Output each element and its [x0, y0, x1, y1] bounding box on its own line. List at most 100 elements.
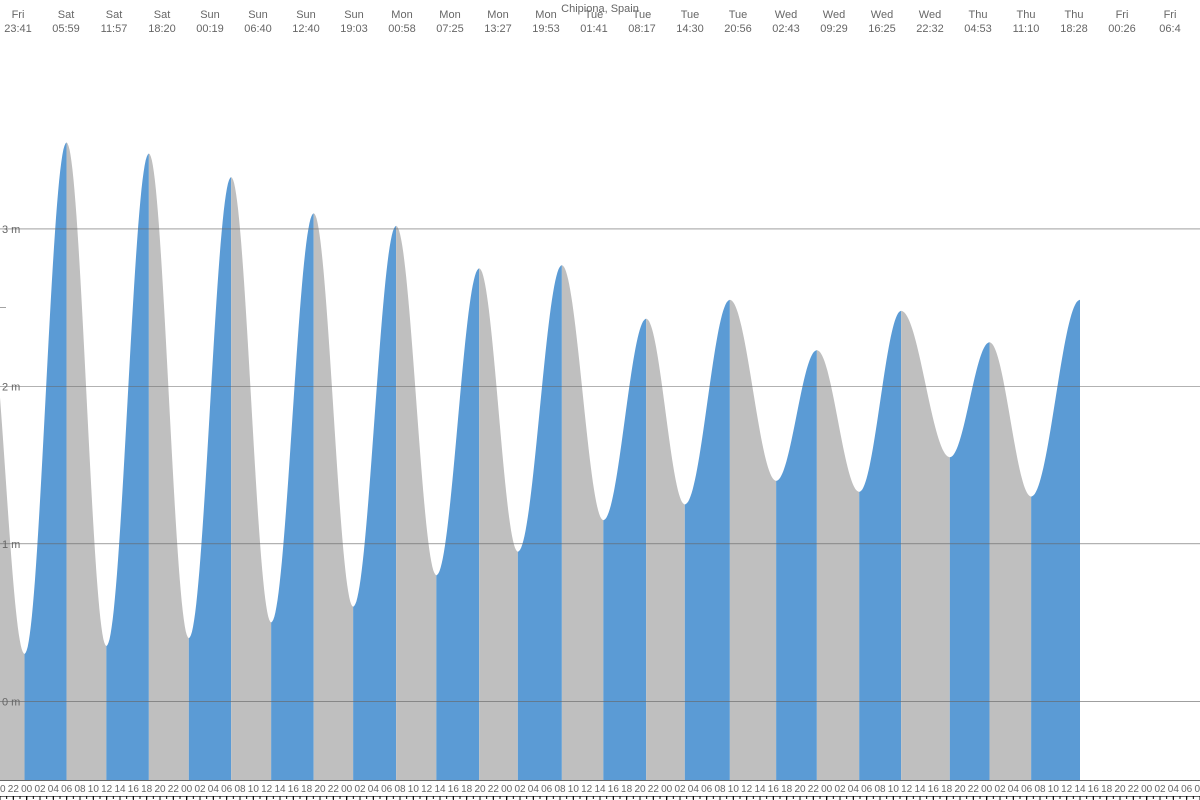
x-hour-label: 08 [874, 784, 886, 795]
x-hour-label: 20 [314, 784, 326, 795]
x-hour-label: 22 [648, 784, 660, 795]
x-hour-label: 18 [1101, 784, 1113, 795]
x-hour-label: 16 [768, 784, 780, 795]
header-time: 07:25 [436, 23, 464, 35]
x-hour-label: 18 [781, 784, 793, 795]
x-hour-label: 08 [1034, 784, 1046, 795]
header-time: 16:25 [868, 23, 896, 35]
x-hour-label: 12 [901, 784, 913, 795]
x-hour-label: 02 [834, 784, 846, 795]
tide-rise-area [106, 153, 149, 780]
x-hour-label: 18 [941, 784, 953, 795]
x-hour-label: 02 [194, 784, 206, 795]
x-hour-label: 04 [848, 784, 860, 795]
x-hour-label: 20 [634, 784, 646, 795]
x-hour-label: 02 [514, 784, 526, 795]
x-hour-label: 20 [1114, 784, 1126, 795]
x-hour-label: 10 [728, 784, 740, 795]
tide-chart: 0 m1 m2 m3 mChipiona, SpainFri23:41Sat05… [0, 0, 1200, 800]
header-time: 06:40 [244, 23, 272, 35]
x-hour-label: 20 [474, 784, 486, 795]
tide-areas [0, 142, 1080, 780]
x-hour-label: 20 [954, 784, 966, 795]
x-hour-label: 00 [501, 784, 513, 795]
tide-fall-area [479, 268, 518, 780]
tide-fall-area [730, 300, 776, 780]
header-day: Wed [919, 9, 941, 21]
x-hour-label: 14 [114, 784, 126, 795]
header-time: 11:10 [1013, 23, 1040, 35]
tide-rise-area [859, 311, 901, 780]
y-axis-label: 3 m [2, 224, 20, 236]
header-time: 02:43 [772, 23, 800, 35]
x-hour-label: 10 [568, 784, 580, 795]
header-time: 19:03 [340, 23, 368, 35]
x-hour-label: 00 [1141, 784, 1153, 795]
header-time: 12:40 [292, 23, 320, 35]
header-day: Sat [58, 9, 75, 21]
x-hour-label: 22 [8, 784, 20, 795]
header-day: Tue [633, 9, 652, 21]
header-day: Mon [535, 9, 556, 21]
header-time: 20:56 [724, 23, 752, 35]
tide-rise-area [271, 213, 314, 780]
x-hour-label: 22 [1128, 784, 1140, 795]
x-hour-label: 00 [21, 784, 33, 795]
x-hour-label: 04 [1008, 784, 1020, 795]
tide-fall-area [149, 153, 189, 780]
x-hour-label: 18 [621, 784, 633, 795]
x-hour-label: 06 [381, 784, 393, 795]
x-hour-label: 02 [674, 784, 686, 795]
x-hour-label: 12 [741, 784, 753, 795]
header-day: Tue [585, 9, 604, 21]
tide-rise-area [950, 342, 990, 780]
x-hour-label: 16 [1088, 784, 1100, 795]
header-day: Sun [296, 9, 316, 21]
tide-rise-area [776, 350, 817, 780]
y-axis-label: 0 m [2, 696, 20, 708]
header-time: 14:30 [676, 23, 704, 35]
header-time: 18:20 [148, 23, 176, 35]
x-hour-label: 22 [488, 784, 500, 795]
x-hour-label: 16 [128, 784, 140, 795]
header-day: Wed [871, 9, 893, 21]
header-time: 09:29 [820, 23, 848, 35]
x-hour-label: 08 [714, 784, 726, 795]
header-time: 01:41 [580, 23, 608, 35]
tide-fall-area [314, 213, 353, 780]
x-hour-label: 22 [328, 784, 340, 795]
header-time: 06:4 [1159, 23, 1180, 35]
header-day: Thu [1017, 9, 1036, 21]
x-hour-label: 14 [1074, 784, 1086, 795]
x-hour-label: 04 [688, 784, 700, 795]
tide-fall-area [646, 319, 685, 780]
tide-rise-area [685, 300, 730, 780]
header-time: 04:53 [964, 23, 992, 35]
tide-fall-area [396, 226, 436, 780]
tide-rise-area [603, 319, 646, 780]
header-time: 00:19 [196, 23, 224, 35]
x-hour-label: 14 [594, 784, 606, 795]
header-time: 11:57 [101, 23, 128, 35]
x-hour-label: 14 [754, 784, 766, 795]
tide-fall-area [67, 142, 107, 780]
x-hour-label: 08 [554, 784, 566, 795]
x-hour-label: 18 [461, 784, 473, 795]
x-hour-label: 12 [421, 784, 433, 795]
header-time: 22:32 [916, 23, 944, 35]
tide-fall-area [901, 311, 950, 780]
x-hour-label: 04 [208, 784, 220, 795]
x-hour-label: 02 [994, 784, 1006, 795]
x-hour-label: 06 [541, 784, 553, 795]
x-hour-label: 16 [448, 784, 460, 795]
header-day: Sat [154, 9, 171, 21]
header-time: 19:53 [532, 23, 560, 35]
tide-fall-area [990, 342, 1032, 780]
header-day: Tue [681, 9, 700, 21]
tide-chart-svg: 0 m1 m2 m3 mChipiona, SpainFri23:41Sat05… [0, 0, 1200, 800]
x-hour-label: 14 [914, 784, 926, 795]
x-hour-label: 18 [301, 784, 313, 795]
x-hour-label: 00 [181, 784, 193, 795]
header-day: Mon [487, 9, 508, 21]
x-hour-label: 06 [221, 784, 233, 795]
